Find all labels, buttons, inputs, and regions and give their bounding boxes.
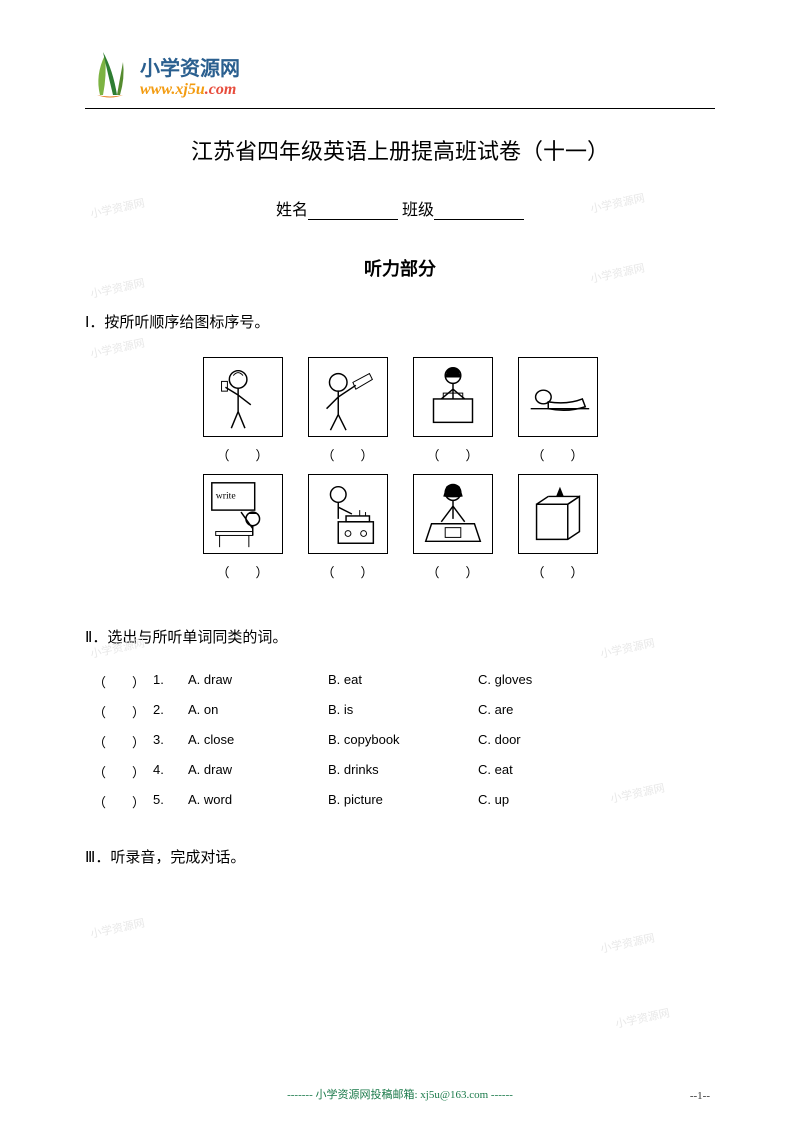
q1-header: Ⅰ．按所听顺序给图标序号。 — [85, 311, 715, 332]
images-row-1: （ ） （ ） （ ） （ ） — [203, 357, 598, 464]
watermark: 小学资源网 — [599, 929, 656, 956]
image-box — [518, 474, 598, 554]
bracket-label: （ ） — [531, 562, 583, 581]
q3-header: Ⅲ．听录音，完成对话。 — [85, 846, 715, 867]
footer-text: ------- 小学资源网投稿邮箱: xj5u@163.com ------ — [0, 1086, 800, 1102]
header-divider — [85, 108, 715, 109]
listening-section-title: 听力部分 — [85, 255, 715, 281]
name-class-line: 姓名 班级 — [85, 196, 715, 220]
table-row: （ ） 3. A. close B. copybook C. door — [93, 732, 715, 751]
image-boy-cooking — [308, 474, 388, 554]
table-row: （ ） 5. A. word B. picture C. up — [93, 792, 715, 811]
image-person-sleeping — [518, 357, 598, 437]
table-row: （ ） 2. A. on B. is C. are — [93, 702, 715, 721]
logo-title: 小学资源网 — [140, 52, 240, 81]
image-item: （ ） — [518, 357, 598, 464]
image-item: （ ） — [308, 474, 388, 581]
watermark: 小学资源网 — [89, 914, 146, 941]
bracket-label: （ ） — [426, 445, 478, 464]
image-item: （ ） — [308, 357, 388, 464]
q1-images-grid: （ ） （ ） （ ） （ ） write （ ） — [85, 357, 715, 581]
image-girl-drawing — [413, 474, 493, 554]
bracket-label: （ ） — [216, 562, 268, 581]
images-row-2: write （ ） （ ） （ ） （ ） — [203, 474, 598, 581]
svg-text:write: write — [215, 490, 235, 501]
exam-title: 江苏省四年级英语上册提高班试卷（十一） — [85, 134, 715, 166]
bracket-label: （ ） — [426, 562, 478, 581]
bracket-label: （ ） — [321, 445, 373, 464]
image-boy-drinking — [203, 357, 283, 437]
table-row: （ ） 4. A. draw B. drinks C. eat — [93, 762, 715, 781]
logo-leaf-icon — [85, 50, 135, 100]
bracket-label: （ ） — [216, 445, 268, 464]
q2-header: Ⅱ．选出与所听单词同类的词。 — [85, 626, 715, 647]
image-write-board: write — [203, 474, 283, 554]
image-item: （ ） — [203, 357, 283, 464]
name-underline — [308, 202, 398, 220]
image-boy-telescope — [308, 357, 388, 437]
class-label: 班级 — [402, 202, 434, 219]
watermark: 小学资源网 — [614, 1004, 671, 1031]
logo-url: www.xj5u.com — [140, 81, 240, 99]
image-item: write （ ） — [203, 474, 283, 581]
image-item: （ ） — [413, 474, 493, 581]
logo-area: 小学资源网 www.xj5u.com — [85, 50, 715, 100]
name-label: 姓名 — [276, 202, 308, 219]
class-underline — [434, 202, 524, 220]
table-row: （ ） 1. A. draw B. eat C. gloves — [93, 672, 715, 691]
bracket-label: （ ） — [531, 445, 583, 464]
page-number: --1-- — [690, 1090, 710, 1102]
image-item: （ ） — [518, 474, 598, 581]
bracket-label: （ ） — [321, 562, 373, 581]
q2-table: （ ） 1. A. draw B. eat C. gloves （ ） 2. A… — [93, 672, 715, 811]
image-girl-desk — [413, 357, 493, 437]
image-item: （ ） — [413, 357, 493, 464]
